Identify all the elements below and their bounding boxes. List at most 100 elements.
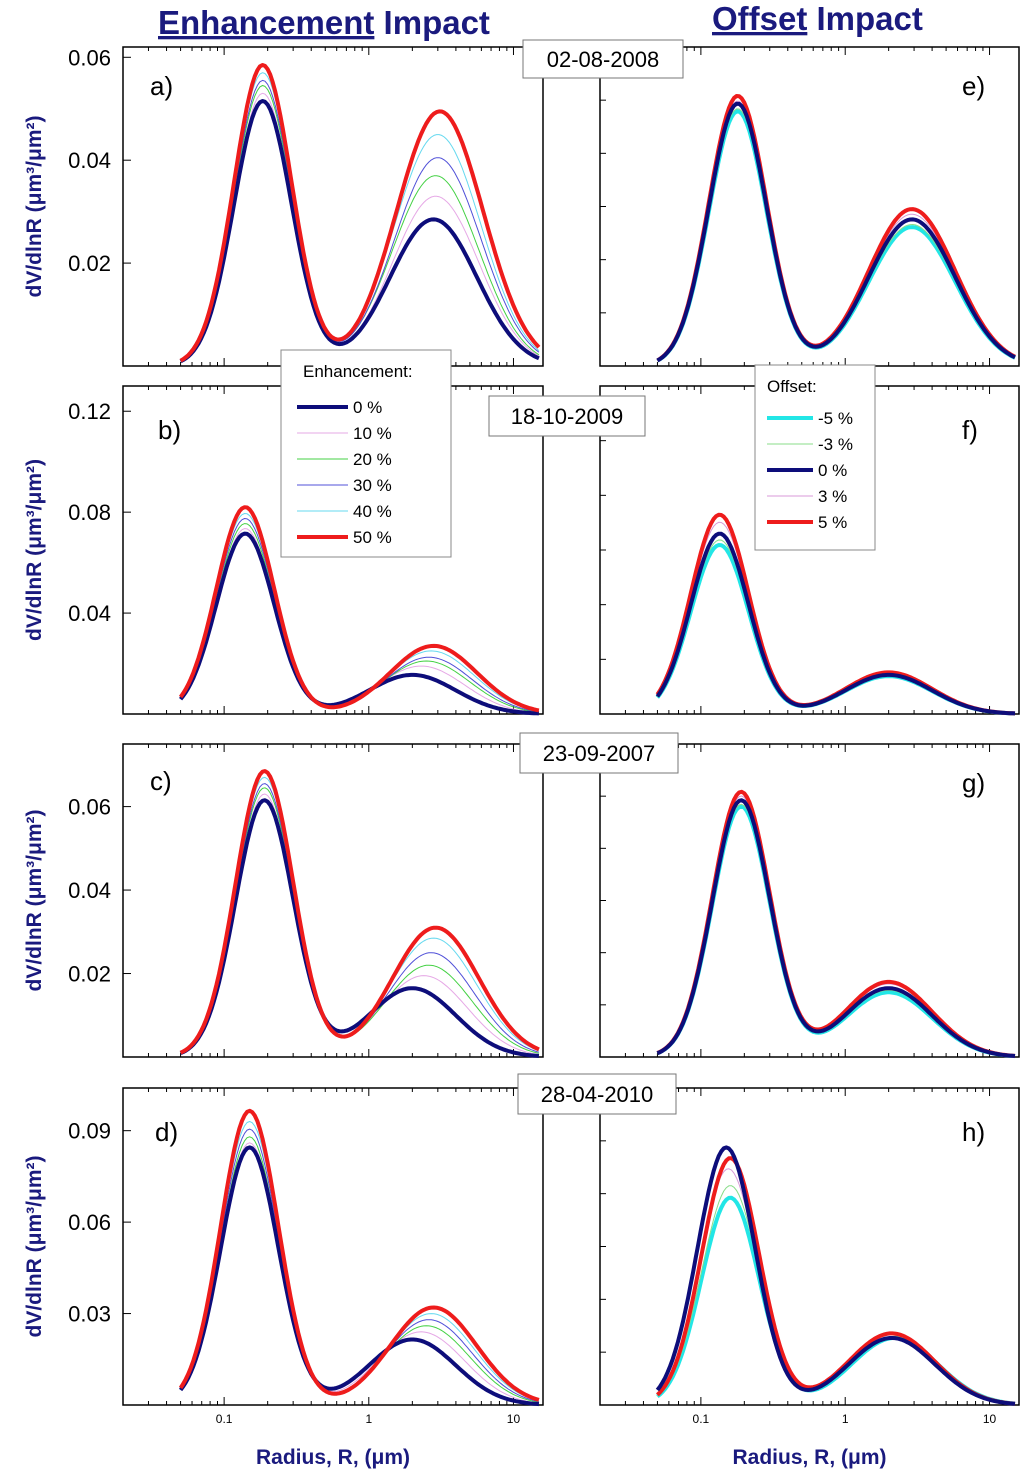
y-tick-label: 0.04 — [68, 601, 111, 626]
x-axis-label: Radius, R, (μm) — [256, 1446, 410, 1469]
x-tick-label: 10 — [507, 1412, 521, 1426]
legend-label: 0 % — [818, 461, 847, 480]
panel-label: h) — [962, 1117, 985, 1147]
date-box-frame — [517, 1073, 677, 1115]
overlays: 02-08-2008 18-10-2009 23-09-2007 28-04-2010… — [280, 39, 876, 1115]
series-line — [179, 99, 540, 364]
legend-offset: Offset:-5 % -3 % 0 % 3 % 5 % — [754, 364, 876, 551]
series-line — [179, 798, 540, 1058]
series-line — [179, 769, 540, 1055]
legend-label: 3 % — [818, 487, 847, 506]
series-line — [179, 63, 541, 363]
series-line — [657, 108, 1016, 362]
legend-label: -3 % — [818, 435, 853, 454]
plot-frame — [599, 46, 1020, 367]
panel-label: d) — [155, 1117, 178, 1147]
panel-label: a) — [150, 71, 173, 101]
date-box-frame — [488, 395, 646, 437]
legend-label: 30 % — [353, 476, 392, 495]
y-tick-label: 0.02 — [68, 251, 111, 276]
panel-e: e) — [599, 46, 1020, 367]
panel-c: 0.02 0.04 0.06 c) dV/dlnR (μm³/μm²) — [23, 743, 544, 1058]
date-box-frame — [519, 732, 679, 774]
panel-a: 0.02 0.04 0.06 a) dV/dlnR (μm³/μm²) — [23, 45, 544, 367]
y-tick-label: 0.02 — [68, 962, 111, 987]
series-line — [657, 100, 1016, 361]
date-box: 02-08-2008 — [522, 39, 684, 79]
panel-d: 0.1 1 10 0.03 0.06 0.09 d) dV/dlnR (μm³/μm²) Rad… — [23, 1087, 544, 1469]
panel-label: c) — [150, 766, 172, 796]
panel-g: g) — [599, 743, 1020, 1059]
panel-label: f) — [962, 415, 978, 445]
series-line — [178, 505, 540, 713]
y-tick-label: 0.06 — [68, 1210, 111, 1235]
y-tick-label: 0.06 — [68, 795, 111, 820]
y-tick-label: 0.03 — [68, 1302, 111, 1327]
x-tick-label: 1 — [842, 1412, 849, 1426]
panel-label: e) — [962, 71, 985, 101]
series-line — [179, 531, 539, 716]
legend-title: Offset: — [767, 377, 817, 396]
plot-frame — [122, 743, 544, 1058]
series-line — [655, 1145, 1016, 1406]
date-label: 28-04-2010 — [541, 1082, 654, 1107]
panel-b: 0.04 0.08 0.12 b) dV/dlnR (μm³/μm²) — [23, 385, 544, 716]
y-tick-label: 0.08 — [68, 500, 111, 525]
series-line — [180, 793, 539, 1056]
date-label: 23-09-2007 — [543, 741, 656, 766]
legend-frame — [280, 349, 452, 558]
legend-label: 20 % — [353, 450, 392, 469]
legend-label: 5 % — [818, 513, 847, 532]
series-line — [178, 1145, 540, 1407]
header-right: Offset Impact — [712, 0, 923, 37]
x-tick-label: 1 — [365, 1412, 372, 1426]
series-line — [656, 539, 1016, 714]
date-box: 28-04-2010 — [517, 1073, 677, 1115]
series-line — [656, 789, 1016, 1058]
y-axis-label: dV/dlnR (μm³/μm²) — [23, 459, 46, 641]
series-line — [655, 531, 1016, 716]
x-tick-label: 0.1 — [216, 1412, 233, 1426]
x-tick-label: 10 — [983, 1412, 997, 1426]
panel-label: g) — [962, 768, 985, 798]
series-line — [656, 94, 1016, 363]
plot-frame — [599, 1087, 1020, 1406]
panel-h: 0.1 1 10 h) Radius, R, (μm) — [599, 1087, 1020, 1469]
date-label: 02-08-2008 — [547, 47, 660, 72]
series-line — [180, 787, 540, 1054]
panels: 0.020.040.06a)dV/dlnR (μm³/μm²)e)0.040.0… — [23, 45, 1020, 1469]
series-line — [656, 798, 1016, 1058]
y-tick-label: 0.09 — [68, 1119, 111, 1144]
date-box: 23-09-2007 — [519, 732, 679, 774]
y-tick-label: 0.12 — [68, 399, 111, 424]
header-left: Enhancement Impact — [158, 4, 490, 41]
date-label: 18-10-2009 — [511, 404, 624, 429]
series-line — [178, 1108, 540, 1402]
y-axis-label: dV/dlnR (μm³/μm²) — [23, 1155, 46, 1337]
legend-title: Enhancement: — [303, 362, 413, 381]
plot-frame — [122, 1087, 544, 1406]
legend-label: 10 % — [353, 424, 392, 443]
y-tick-label: 0.06 — [68, 45, 111, 70]
y-tick-label: 0.04 — [68, 878, 111, 903]
date-box: 18-10-2009 — [488, 395, 646, 437]
series-line — [656, 1156, 1016, 1406]
panel-label: b) — [158, 415, 181, 445]
y-axis-label: dV/dlnR (μm³/μm²) — [23, 115, 46, 297]
series-line — [655, 543, 1016, 716]
legend-enhancement: Enhancement: 0 % 10 % 20 % 30 % 40 % 50 % — [280, 349, 452, 558]
series-line — [656, 101, 1016, 363]
legend-frame — [754, 364, 876, 551]
legend-label: 40 % — [353, 502, 392, 521]
legend-label: -5 % — [818, 409, 853, 428]
y-axis-label: dV/dlnR (μm³/μm²) — [23, 809, 46, 991]
plot-frame — [599, 743, 1020, 1058]
series-line — [656, 109, 1016, 363]
legend-label: 50 % — [353, 528, 392, 547]
y-tick-label: 0.04 — [68, 148, 111, 173]
legend-label: 0 % — [353, 398, 382, 417]
date-box-frame — [522, 39, 684, 79]
x-tick-label: 0.1 — [693, 1412, 710, 1426]
x-axis-label: Radius, R, (μm) — [732, 1446, 886, 1469]
